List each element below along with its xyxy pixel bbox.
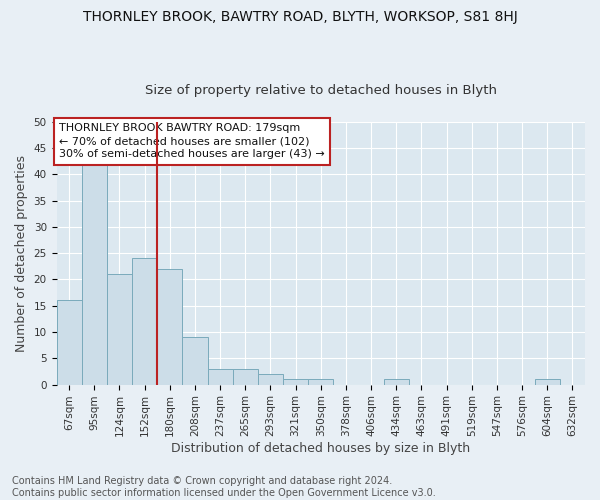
X-axis label: Distribution of detached houses by size in Blyth: Distribution of detached houses by size … bbox=[171, 442, 470, 455]
Bar bbox=[308, 380, 334, 384]
Bar bbox=[535, 380, 560, 384]
Text: Contains HM Land Registry data © Crown copyright and database right 2024.
Contai: Contains HM Land Registry data © Crown c… bbox=[12, 476, 436, 498]
Text: THORNLEY BROOK, BAWTRY ROAD, BLYTH, WORKSOP, S81 8HJ: THORNLEY BROOK, BAWTRY ROAD, BLYTH, WORK… bbox=[83, 10, 517, 24]
Bar bbox=[258, 374, 283, 384]
Bar bbox=[208, 369, 233, 384]
Bar bbox=[82, 164, 107, 384]
Bar bbox=[233, 369, 258, 384]
Title: Size of property relative to detached houses in Blyth: Size of property relative to detached ho… bbox=[145, 84, 497, 97]
Bar bbox=[182, 338, 208, 384]
Bar bbox=[383, 380, 409, 384]
Bar bbox=[283, 380, 308, 384]
Text: THORNLEY BROOK BAWTRY ROAD: 179sqm
← 70% of detached houses are smaller (102)
30: THORNLEY BROOK BAWTRY ROAD: 179sqm ← 70%… bbox=[59, 123, 325, 160]
Y-axis label: Number of detached properties: Number of detached properties bbox=[15, 154, 28, 352]
Bar bbox=[56, 300, 82, 384]
Bar bbox=[132, 258, 157, 384]
Bar bbox=[107, 274, 132, 384]
Bar bbox=[157, 269, 182, 384]
